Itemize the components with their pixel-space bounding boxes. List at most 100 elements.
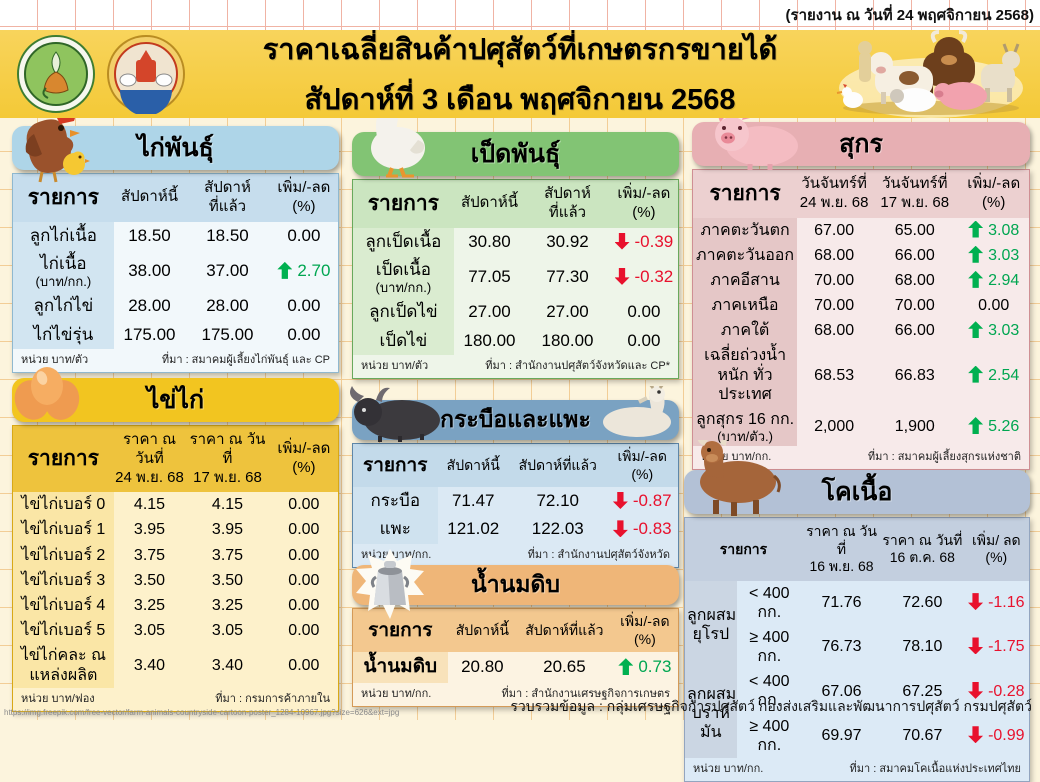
cell-label: ลูกไก่ไข่ xyxy=(13,292,114,321)
cell-change: 2.70 xyxy=(270,250,338,292)
cell-previous: 18.50 xyxy=(206,225,249,245)
cell-label: เป็ดไข่ xyxy=(353,326,454,356)
column-header: สัปดาห์ที่แล้ว xyxy=(525,180,610,228)
column-header: สัปดาห์นี้ xyxy=(113,174,186,222)
goat-image xyxy=(603,386,671,437)
cell-label: ไข่ไก่เบอร์ 5 xyxy=(13,618,114,644)
cell-current: 70.00 xyxy=(814,297,855,315)
card-footer: หน่วย บาท/ฟอง ที่มา : กรมการค้าภายใน xyxy=(13,688,338,711)
cell-current: 3.95 xyxy=(133,521,166,539)
cell-label: ภาคตะวันตก xyxy=(693,217,798,243)
change-value: 2.94 xyxy=(988,271,1020,289)
cell-current: 18.50 xyxy=(128,225,171,245)
column-header: ราคา ณ วันที่ 16 ต.ค. 68 xyxy=(881,518,964,581)
cell-current: 68.00 xyxy=(814,322,855,340)
cell-sublabel: (บาท/กก.) xyxy=(375,280,432,296)
cell-previous: 28.00 xyxy=(206,296,249,316)
column-header: เพิ่ม/ ลด (%) xyxy=(963,518,1029,581)
cell-change: 0.00 xyxy=(287,324,321,344)
cell-change: -0.39 xyxy=(610,228,678,256)
header-row: รายการ วันจันทร์ที่ 24 พ.ย. 68 วันจันทร์ที่… xyxy=(693,170,1029,218)
arrow-up-icon xyxy=(618,658,634,676)
table-row: ลูกไก่ไข่ 28.00 28.00 0.00 xyxy=(13,292,338,321)
change-value: -0.87 xyxy=(632,491,672,510)
cell-change: -0.32 xyxy=(610,256,678,298)
cell-change: 0.00 xyxy=(288,571,320,589)
column-header: สัปดาห์ที่แล้ว xyxy=(185,174,270,222)
cell-current: 30.80 xyxy=(468,231,511,251)
duck-table: รายการ สัปดาห์นี้ สัปดาห์ ที่แล้ว เพิ่ม/-ลด(… xyxy=(353,180,678,356)
cell-label: ไข่ไก่คละ ณ แหล่งผลิต xyxy=(13,643,114,688)
header-row: รายการ สัปดาห์นี้ สัปดาห์ ที่แล้ว เพิ่ม/-ลด(… xyxy=(353,180,678,228)
cell-label: ไข่ไก่เบอร์ 2 xyxy=(13,542,114,568)
cell-previous: 180.00 xyxy=(541,330,594,350)
cell-change: -0.87 xyxy=(607,487,679,515)
cell-weight-class: < 400 กก. xyxy=(749,584,790,621)
page-title: ราคาเฉลี่ยสินค้าปศุสัตว์ที่เกษตรกรขายได้… xyxy=(225,30,815,118)
cell-previous: 3.50 xyxy=(211,571,244,589)
report-date-strip: (รายงาน ณ วันที่ 24 พฤศจิกายน 2568) xyxy=(0,0,1040,30)
cell-change: 0.00 xyxy=(627,302,661,322)
cell-current: 67.06 xyxy=(821,682,862,700)
header-row: รายการ สัปดาห์นี้ สัปดาห์ที่แล้ว เพิ่ม/-ลด … xyxy=(353,609,678,652)
table-row: ไก่เนื้อ (บาท/กก.) 38.00 37.00 2.70 xyxy=(13,249,338,293)
cell-current: 4.15 xyxy=(133,496,166,514)
card-footer: หน่วย บาท/กก. ที่มา : สมาคมโคเนื้อแห่งประ… xyxy=(685,758,1029,781)
cell-label: ไข่ไก่เบอร์ 4 xyxy=(13,593,114,619)
cell-change: 2.54 xyxy=(958,343,1029,407)
compiled-by-note: รวบรวมข้อมูล : กลุ่มเศรษฐกิจการปศุสัตว์ … xyxy=(510,698,1032,714)
cell-previous: 72.60 xyxy=(902,594,943,612)
source-note: ที่มา : สมาคมผู้เลี้ยงสุกรแห่งชาติ xyxy=(867,451,1021,464)
cell-change: 0.00 xyxy=(978,297,1010,315)
cell-previous: 1,900 xyxy=(894,418,935,435)
change-value: 0.73 xyxy=(638,657,672,677)
cell-label: เฉลี่ยถ่วงน้ำหนัก ทั่วประเทศ xyxy=(693,343,798,407)
cell-current: 77.05 xyxy=(468,266,511,286)
pig-table: รายการ วันจันทร์ที่ 24 พ.ย. 68 วันจันทร์ที่… xyxy=(693,170,1029,447)
table-row: ลูกเป็ดเนื้อ 30.80 30.92 -0.39 xyxy=(353,227,678,256)
table-row: แพะ 121.02 122.03 -0.83 xyxy=(353,515,679,544)
cell-previous: 72.10 xyxy=(536,491,580,510)
cell-previous: 3.75 xyxy=(211,546,244,564)
arrow-down-icon xyxy=(614,232,630,250)
arrow-down-icon xyxy=(968,726,984,744)
cell-change: 2.94 xyxy=(958,268,1029,293)
arrow-down-icon xyxy=(612,520,628,538)
piglet-image xyxy=(715,108,798,170)
column-header: รายการ xyxy=(693,170,798,218)
column-header: เพิ่ม/-ลด (%) xyxy=(609,180,678,228)
unit-note: หน่วย บาท/ฟอง xyxy=(21,692,95,705)
livestock-department-logo-icon xyxy=(107,35,185,114)
card-footer: หน่วย บาท/กก. ที่มา : สำนักงานเศรษฐกิจการ… xyxy=(353,683,678,706)
table-row: ไข่ไก่เบอร์ 5 3.05 3.05 0.00 xyxy=(13,618,338,644)
card-pig-prices: สุกร รายการ วันจันทร์ที่ 24 พ.ย. 68 วันจันท… xyxy=(692,108,1030,471)
page-title-line2: สัปดาห์ที่ 3 เดือน พฤศจิกายน 2568 xyxy=(304,84,736,116)
unit-note: หน่วย บาท/ตัว xyxy=(361,360,429,373)
cell-change: -1.75 xyxy=(964,625,1029,669)
cell-label: แพะ xyxy=(353,515,438,544)
cell-previous: 3.40 xyxy=(211,656,244,674)
change-value: 3.08 xyxy=(988,221,1020,239)
cell-change: -1.16 xyxy=(964,581,1029,625)
change-value: -0.83 xyxy=(632,519,672,539)
cell-current: 28.00 xyxy=(128,296,171,316)
chicken-table: รายการ สัปดาห์นี้ สัปดาห์ ที่แล้ว เพิ่ม/-ลด(… xyxy=(13,174,338,350)
cell-label: เป็ดเนื้อ (บาท/กก.) xyxy=(353,255,454,299)
column-header: เพิ่ม/-ลด (%) xyxy=(958,170,1029,218)
card-buffalo-goat-prices: กระบือและแพะ รายการ สัปดาห์นี้ สัปดาห์ที่แ… xyxy=(350,386,679,568)
cell-previous: 3.05 xyxy=(211,622,244,640)
table-row: น้ำนมดิบ 20.80 20.65 0.73 xyxy=(353,652,678,683)
cell-current: 70.00 xyxy=(814,271,855,289)
cell-change: -0.28 xyxy=(964,669,1029,713)
source-note: ที่มา : สำนักงานปศุสัตว์จังหวัด xyxy=(527,548,670,561)
cell-group-label: ลูกผสม ยุโรป xyxy=(685,580,737,670)
cell-previous: 30.92 xyxy=(546,231,589,251)
cell-change: 0.00 xyxy=(288,656,320,674)
cell-label: ไข่ไก่เบอร์ 3 xyxy=(13,567,114,593)
arrow-up-icon xyxy=(277,261,293,279)
column-header: เพิ่ม/-ลด (%) xyxy=(269,426,338,493)
arrow-down-icon xyxy=(968,637,984,655)
cell-change: -0.83 xyxy=(607,515,679,543)
cell-label: ไก่ไข่รุ่น xyxy=(13,320,114,350)
cell-label: ไก่เนื้อ (บาท/กก.) xyxy=(13,249,114,293)
